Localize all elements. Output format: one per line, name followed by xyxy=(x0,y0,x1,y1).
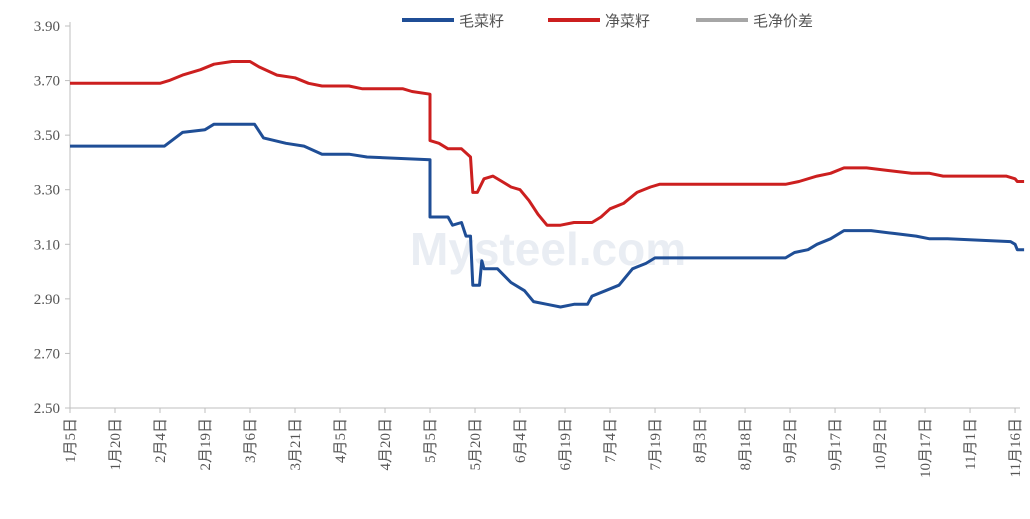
y-axis: 2.50 2.70 2.90 3.10 3.30 3.50 3.70 3.90 xyxy=(34,19,71,417)
x-tick-label: 6月4日 xyxy=(513,418,529,463)
x-tick-label: 4月5日 xyxy=(333,418,349,463)
x-tick-label: 7月19日 xyxy=(648,418,664,471)
x-tick-label: 11月16日 xyxy=(1008,418,1024,477)
x-tick-label: 9月17日 xyxy=(828,418,844,471)
legend-label-0: 毛菜籽 xyxy=(459,12,504,30)
watermark-text: Mysteel.com xyxy=(410,223,686,275)
series-line-1 xyxy=(70,60,1025,227)
x-tick-label: 2月4日 xyxy=(153,418,169,463)
y-tick-label: 2.70 xyxy=(34,346,60,362)
y-tick-label: 3.70 xyxy=(34,74,60,90)
x-tick-label: 5月20日 xyxy=(468,418,484,471)
x-tick-label: 8月3日 xyxy=(693,418,709,463)
x-tick-label: 4月20日 xyxy=(378,418,394,471)
x-tick-label: 11月1日 xyxy=(963,418,979,470)
y-tick-label: 3.50 xyxy=(34,128,60,144)
y-tick-label: 3.10 xyxy=(34,237,60,253)
x-tick-label: 10月17日 xyxy=(918,418,934,478)
y-tick-label: 2.90 xyxy=(34,292,60,308)
x-tick-label: 5月5日 xyxy=(423,418,439,463)
x-tick-label: 10月2日 xyxy=(873,418,889,471)
y-tick-label: 3.90 xyxy=(34,19,60,35)
x-tick-label: 6月19日 xyxy=(558,418,574,471)
x-tick-label: 8月18日 xyxy=(738,418,754,471)
legend: 毛菜籽 净菜籽 毛净价差 xyxy=(402,12,813,30)
series-lines xyxy=(70,60,1025,309)
x-tick-label: 7月4日 xyxy=(603,418,619,463)
x-tick-label: 1月5日 xyxy=(63,418,79,463)
x-tick-label: 9月2日 xyxy=(783,418,799,463)
legend-label-1: 净菜籽 xyxy=(605,12,650,30)
y-tick-label: 2.50 xyxy=(34,401,60,417)
x-tick-label: 3月21日 xyxy=(288,418,304,471)
series-line-0 xyxy=(70,122,1025,309)
x-tick-label: 2月19日 xyxy=(198,418,214,471)
y-tick-label: 3.30 xyxy=(34,183,60,199)
x-axis: 1月5日 1月20日 2月4日 2月19日 3月6日 3月21日 4月5日 4月20日 5月5日… xyxy=(63,407,1024,478)
x-tick-label: 1月20日 xyxy=(108,418,124,471)
x-tick-label: 3月6日 xyxy=(243,418,259,463)
legend-label-2: 毛净价差 xyxy=(753,12,813,30)
